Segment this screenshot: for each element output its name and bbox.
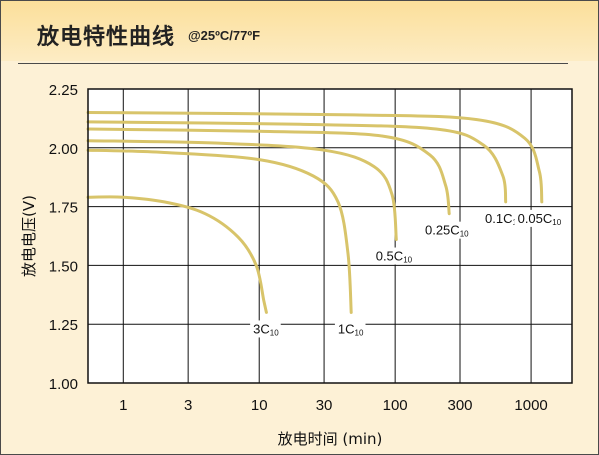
x-tick-label: 1000 <box>514 397 547 414</box>
curves <box>86 111 544 314</box>
curve-label-bg <box>421 221 475 239</box>
x-axis-label: 放电时间 (min) <box>278 430 383 448</box>
curve-label-bg <box>250 320 281 338</box>
curve-0.25C10 <box>86 127 451 216</box>
header-divider <box>18 63 568 64</box>
y-tick-label: 1.75 <box>49 200 78 217</box>
x-tick-label: 1 <box>119 397 127 414</box>
curve-label-text: 1C10 <box>338 321 364 337</box>
x-tick-label: 3 <box>184 397 192 414</box>
chart-header: 放电特性曲线 @25ºC/77ºF <box>1 1 598 61</box>
curve-0.05C10 <box>86 111 544 204</box>
x-tick-label: 10 <box>251 397 268 414</box>
curve-label-bg <box>372 247 418 265</box>
temperature-condition: @25ºC/77ºF <box>188 28 261 43</box>
plot-frame <box>87 88 573 384</box>
y-tick-label: 1.00 <box>49 376 78 393</box>
curve-label-bg <box>334 320 366 338</box>
curve-label-0.05C10: 0.05C10 <box>514 209 568 227</box>
curve-label-text: 0.25C10 <box>425 223 469 239</box>
chart-title: 放电特性曲线 <box>37 25 176 50</box>
curve-label-text: 3C10 <box>253 321 279 337</box>
curve-label-3C10: 3C10 <box>250 320 281 338</box>
x-tick-labels: 1 3 10 30 100 300 1000 <box>119 397 548 414</box>
x-tick-label: 300 <box>447 397 472 414</box>
curve-label-0.25C10: 0.25C10 <box>421 221 475 239</box>
curve-1C10 <box>86 148 353 314</box>
y-tick-label: 2.00 <box>49 141 78 158</box>
curve-label-bg <box>514 209 568 227</box>
y-tick-label: 2.25 <box>49 82 78 99</box>
y-tick-label: 1.50 <box>49 258 78 275</box>
curve-0.1C10 <box>86 120 508 204</box>
x-tick-label: 30 <box>316 397 333 414</box>
curve-label-text: 0.5C10 <box>376 249 413 265</box>
y-tick-labels: 1.00 1.25 1.50 1.75 2.00 2.25 <box>49 82 78 393</box>
y-tick-label: 1.25 <box>49 317 78 334</box>
curve-3C10 <box>86 195 268 314</box>
curve-label-text: 0.05C10 <box>518 211 562 227</box>
curve-label-0.5C10: 0.5C10 <box>372 247 418 265</box>
curve-label-1C10: 1C10 <box>334 320 366 338</box>
y-axis-label: 放电电压(V) <box>20 195 38 277</box>
x-tick-label: 100 <box>383 397 408 414</box>
plot-area <box>88 89 572 383</box>
curve-0.5C10 <box>86 139 398 241</box>
